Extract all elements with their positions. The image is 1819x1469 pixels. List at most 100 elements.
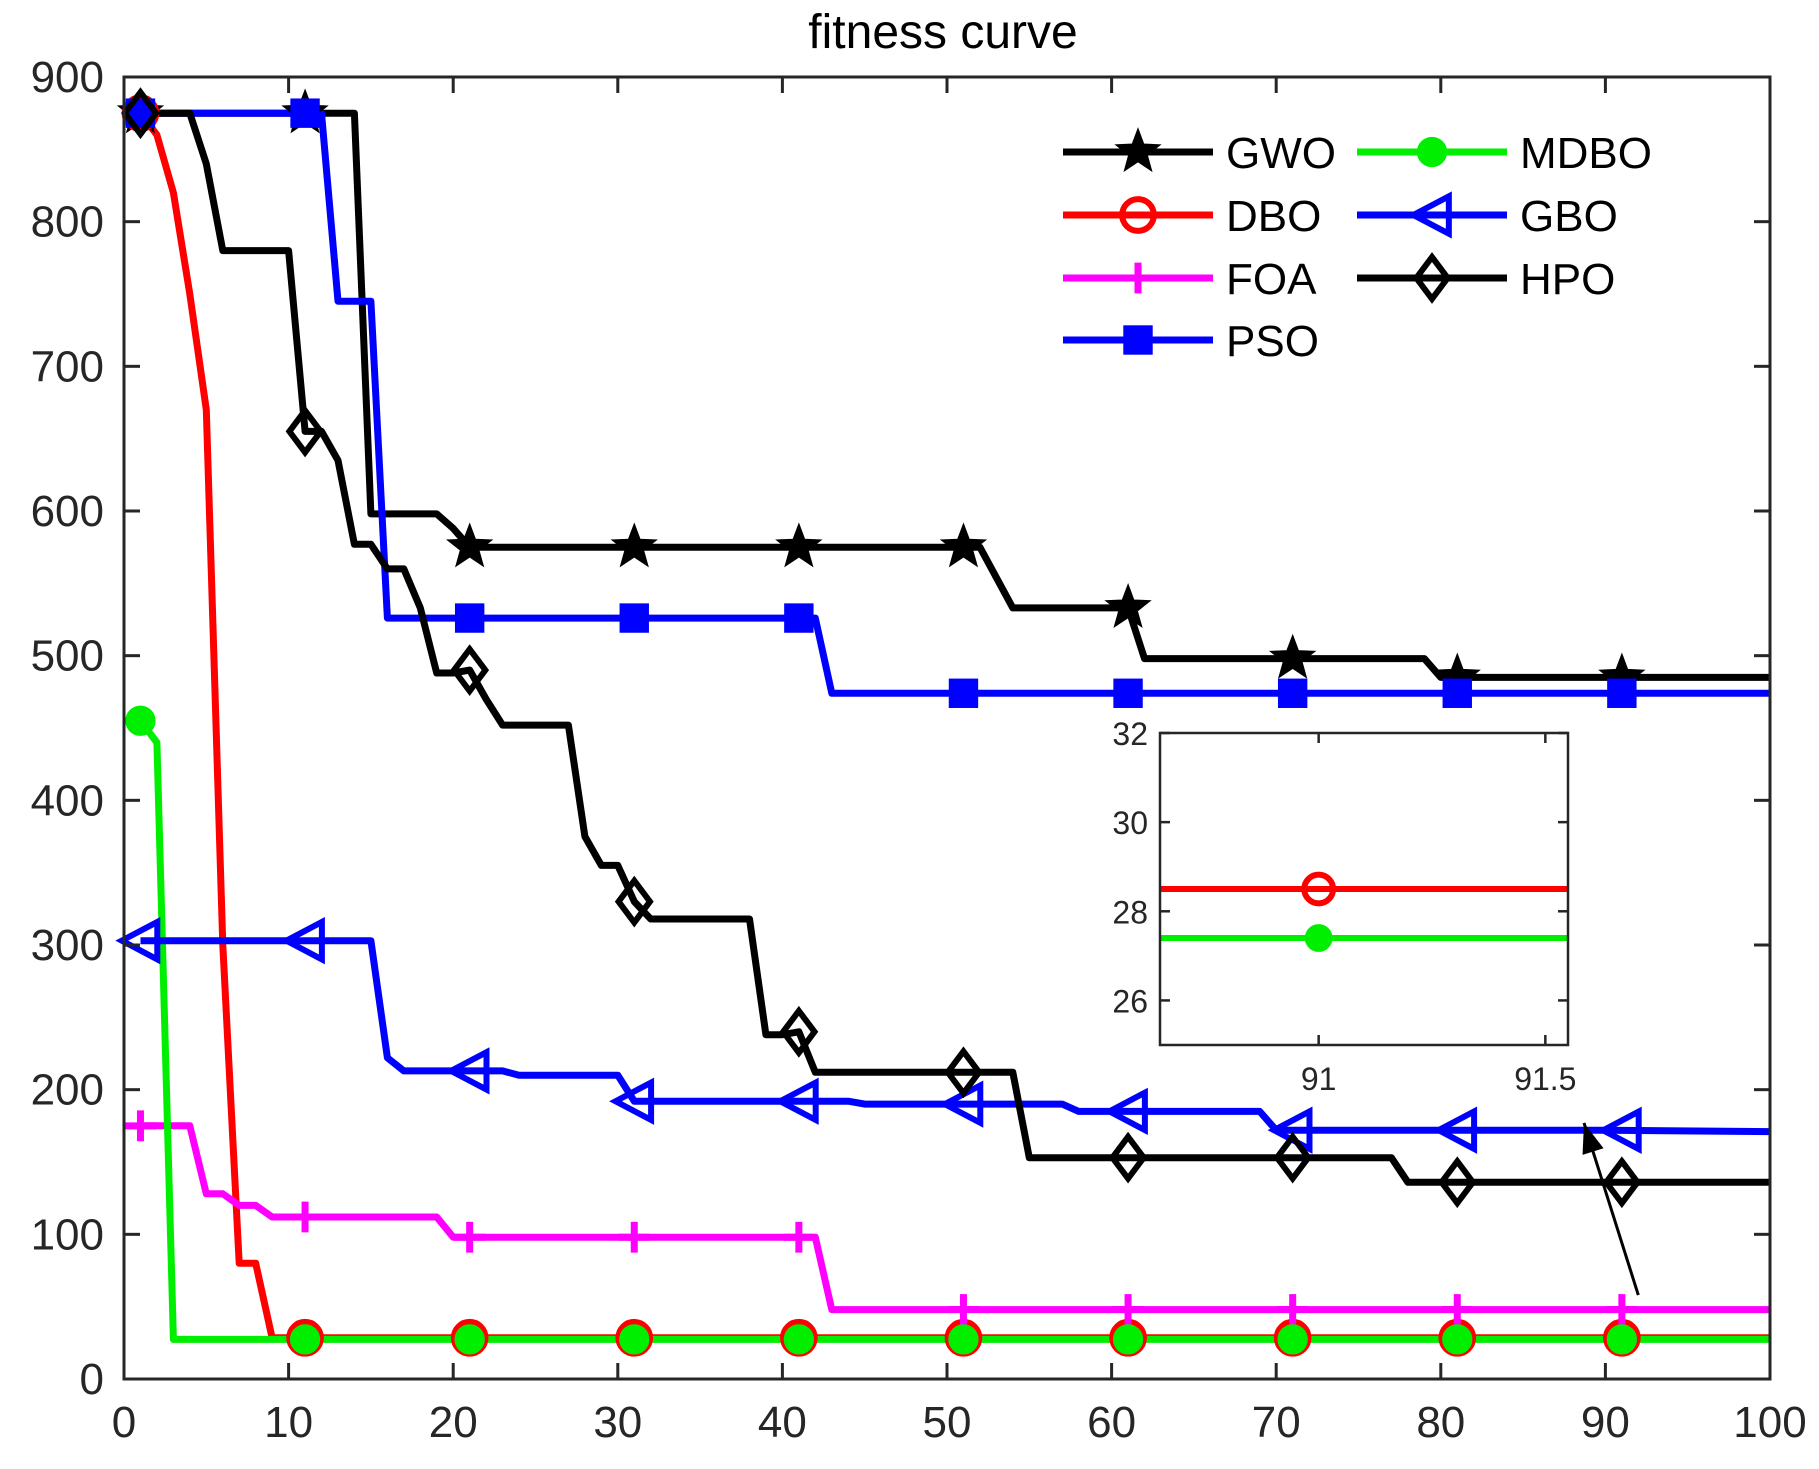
marker-pso [454, 603, 485, 633]
y-tick-label: 300 [31, 921, 104, 970]
series-pso [140, 109, 1770, 697]
legend-item-foa: FOA [1063, 255, 1317, 304]
legend-label: PSO [1226, 317, 1319, 366]
marker-hpo [944, 1046, 983, 1099]
series-foa [140, 1122, 1770, 1314]
marker-hpo [779, 1005, 819, 1058]
marker-gwo [610, 522, 658, 568]
series-gwo [140, 109, 1770, 681]
legend-item-hpo: HPO [1357, 252, 1615, 304]
marker-foa [783, 1221, 815, 1253]
marker-gwo [1104, 583, 1152, 629]
legend-label: GBO [1520, 192, 1618, 241]
marker-hpo [1437, 1156, 1477, 1209]
series-line-dbo [137, 111, 1770, 1342]
y-tick-label: 800 [31, 198, 104, 247]
marker-foa [454, 1221, 486, 1253]
marker-mdbo [454, 1324, 485, 1355]
series-hpo [140, 109, 1770, 1186]
series-dbo [137, 111, 1770, 1342]
markers-dbo [121, 94, 1641, 1357]
x-tick-label: 40 [758, 1398, 807, 1447]
marker-hpo [121, 87, 160, 140]
marker-mdbo [289, 1324, 321, 1355]
inset-x-tick-label: 91 [1301, 1061, 1337, 1097]
y-tick-label: 400 [31, 776, 104, 825]
series-line-gbo [140, 937, 1771, 1136]
marker-mdbo [125, 705, 156, 736]
inset-zoom-plot: 91 91.5 26 28 30 32 [1112, 716, 1576, 1097]
marker-hpo [450, 644, 490, 697]
marker-mdbo [619, 1324, 650, 1355]
plot-area [115, 87, 1771, 1357]
marker-gbo [1432, 1106, 1478, 1154]
series-gbo [140, 937, 1771, 1136]
markers-hpo [121, 87, 1642, 1209]
x-tick-label: 80 [1416, 1398, 1465, 1447]
marker-mdbo [1112, 1324, 1144, 1355]
marker-hpo [285, 405, 325, 458]
legend-item-gbo: GBO [1357, 191, 1618, 241]
series-line-foa [140, 1122, 1770, 1314]
x-tick-label: 50 [923, 1398, 972, 1447]
markers-gwo [116, 88, 1646, 698]
marker-mdbo [1277, 1324, 1308, 1355]
legend-item-mdbo: MDBO [1357, 129, 1652, 178]
arrow-shaft [1582, 1122, 1640, 1296]
legend-label: DBO [1226, 192, 1321, 241]
x-tick-label: 20 [429, 1398, 478, 1447]
inset-series-mdbo [1160, 924, 1568, 952]
marker-foa [618, 1221, 650, 1253]
y-tick-label: 600 [31, 487, 104, 536]
x-tick-label: 60 [1087, 1398, 1136, 1447]
legend-label: GWO [1226, 129, 1336, 178]
y-tick-label: 700 [31, 342, 104, 391]
markers-mdbo [125, 705, 1637, 1355]
inset-pointer-arrow [1582, 1122, 1640, 1296]
y-tick-label: 200 [31, 1066, 104, 1115]
marker-foa [1277, 1294, 1309, 1325]
marker-foa [1112, 1294, 1144, 1325]
marker-gbo [115, 916, 161, 965]
inset-frame [1158, 731, 1570, 1047]
series-line-pso [140, 109, 1770, 697]
inset-marker [1304, 924, 1333, 952]
marker-gbo [609, 1077, 655, 1125]
y-tick-label: 500 [31, 632, 104, 681]
series-line-gwo [140, 109, 1770, 681]
marker-pso [1607, 678, 1637, 708]
marker-gbo [773, 1077, 819, 1125]
inset-x-tick-label: 91.5 [1514, 1061, 1576, 1097]
marker-pso [1113, 678, 1143, 708]
legend-marker [1416, 136, 1448, 168]
legend-marker [1412, 252, 1452, 304]
legend-marker [1406, 191, 1452, 239]
legend: GWO DBO FOA PSO MDBO GBO HPO [1063, 127, 1652, 366]
marker-pso [1442, 678, 1472, 708]
marker-hpo [1273, 1131, 1313, 1184]
marker-foa [1441, 1294, 1473, 1325]
legend-label: HPO [1520, 255, 1615, 304]
legend-item-gwo: GWO [1063, 127, 1336, 178]
marker-hpo [1108, 1131, 1148, 1184]
chart-title: fitness curve [808, 6, 1077, 59]
arrow-head [1582, 1122, 1604, 1155]
marker-gwo [445, 522, 494, 568]
markers-pso [125, 98, 1637, 708]
inset-y-tick-label: 32 [1112, 716, 1148, 752]
x-tick-label: 10 [264, 1398, 313, 1447]
inset-series-dbo [1160, 871, 1568, 907]
legend-label: FOA [1226, 255, 1317, 304]
x-tick-label: 100 [1733, 1398, 1806, 1447]
marker-mdbo [783, 1324, 814, 1355]
marker-foa [948, 1294, 979, 1325]
y-tick-label: 100 [31, 1210, 104, 1259]
marker-hpo [1602, 1156, 1642, 1209]
y-tick-label: 0 [80, 1355, 104, 1404]
legend-marker [1122, 262, 1154, 294]
marker-gbo [1102, 1087, 1148, 1136]
inset-marker [1301, 871, 1337, 907]
marker-mdbo [948, 1324, 979, 1355]
x-tick-label: 70 [1252, 1398, 1301, 1447]
